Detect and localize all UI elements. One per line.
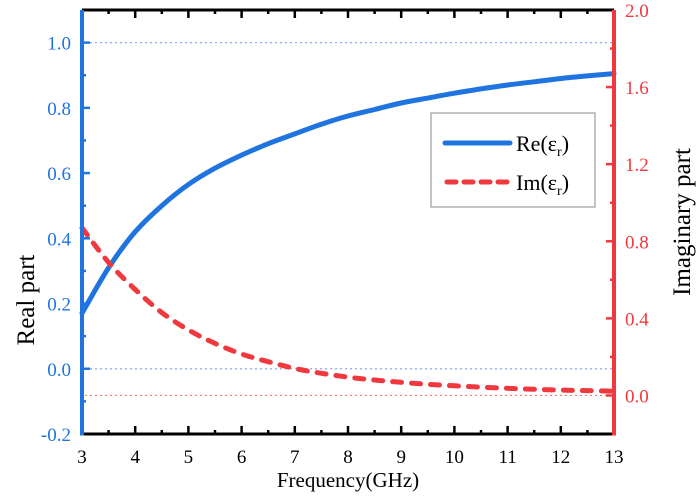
- y-right-tick-label: 1.2: [625, 155, 649, 176]
- x-tick-label: 4: [130, 447, 140, 468]
- y-right-tick-label: 0.4: [625, 309, 649, 330]
- y-left-tick-label: 0.2: [47, 295, 71, 316]
- legend: Re(εr) Im(εr): [430, 112, 596, 208]
- y-left-tick-label: -0.2: [41, 425, 71, 446]
- x-tick-label: 10: [445, 447, 464, 468]
- y-axis-right-title: Imaginary part: [669, 148, 696, 296]
- y-right-tick-label: 0.0: [625, 386, 649, 407]
- y-left-tick-label: 0.0: [47, 360, 71, 381]
- y-right-tick-label: 2.0: [625, 1, 649, 22]
- x-tick-label: 3: [77, 447, 87, 468]
- x-tick-label: 9: [396, 447, 406, 468]
- axes: [80, 8, 616, 436]
- y-left-tick-label: 0.4: [47, 229, 71, 250]
- x-tick-label: 8: [343, 447, 353, 468]
- series-group: [79, 71, 617, 394]
- series-line-re: [79, 71, 617, 316]
- y-left-tick-label: 0.8: [47, 99, 71, 120]
- legend-box: [430, 112, 596, 208]
- x-tick-label: 13: [605, 447, 624, 468]
- x-tick-label: 7: [290, 447, 300, 468]
- x-tick-label: 5: [184, 447, 194, 468]
- legend-label-im: Im(εr): [516, 170, 569, 199]
- legend-label-re: Re(εr): [516, 131, 569, 160]
- y-right-tick-label: 0.8: [625, 232, 649, 253]
- reference-lines: [85, 42, 612, 397]
- series-line-im: [79, 225, 617, 394]
- y-axis-left-title: Real part: [13, 254, 40, 345]
- x-tick-label: 11: [498, 447, 516, 468]
- x-tick-label: 6: [237, 447, 247, 468]
- x-tick-label: 12: [551, 447, 570, 468]
- y-left-tick-label: 0.6: [47, 164, 71, 185]
- y-left-tick-label: 1.0: [47, 34, 71, 55]
- x-axis-title: Frequency(GHz): [277, 468, 419, 492]
- y-right-tick-label: 1.6: [625, 78, 649, 99]
- ticks: 3 4 5 6 7 8 9 10 11 12 13 -0.2 0.0 0.2 0.4 0.6 0.8 1.0 0.0…: [41, 1, 649, 468]
